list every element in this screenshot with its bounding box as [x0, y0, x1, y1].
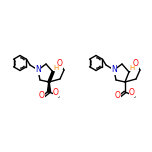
Polygon shape — [47, 82, 51, 92]
Text: O: O — [57, 59, 63, 69]
Text: N: N — [35, 66, 41, 74]
Text: O: O — [129, 88, 135, 97]
Text: H: H — [129, 65, 135, 71]
Text: N: N — [111, 66, 117, 74]
Text: O: O — [133, 59, 139, 69]
Text: H: H — [53, 65, 59, 71]
Text: O: O — [39, 92, 44, 100]
Text: O: O — [115, 92, 120, 100]
Text: O: O — [53, 88, 59, 97]
